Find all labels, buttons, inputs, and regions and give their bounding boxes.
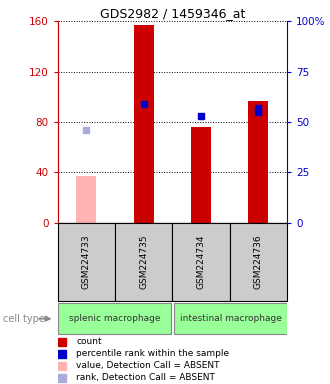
Bar xyxy=(76,176,96,223)
Bar xyxy=(115,223,173,301)
Bar xyxy=(58,223,115,301)
Text: GSM224733: GSM224733 xyxy=(82,235,91,290)
Text: GSM224735: GSM224735 xyxy=(139,235,148,290)
Bar xyxy=(191,127,211,223)
Text: cell type: cell type xyxy=(3,314,45,324)
Bar xyxy=(173,223,230,301)
Text: value, Detection Call = ABSENT: value, Detection Call = ABSENT xyxy=(76,361,219,370)
Text: intestinal macrophage: intestinal macrophage xyxy=(180,314,281,323)
Text: splenic macrophage: splenic macrophage xyxy=(69,314,160,323)
Bar xyxy=(174,303,287,334)
Bar xyxy=(134,25,154,223)
Text: GSM224734: GSM224734 xyxy=(197,235,206,289)
Bar xyxy=(248,101,269,223)
Title: GDS2982 / 1459346_at: GDS2982 / 1459346_at xyxy=(100,7,245,20)
Text: percentile rank within the sample: percentile rank within the sample xyxy=(76,349,229,358)
Text: count: count xyxy=(76,337,102,346)
Bar xyxy=(58,303,171,334)
Text: rank, Detection Call = ABSENT: rank, Detection Call = ABSENT xyxy=(76,373,215,382)
Text: GSM224736: GSM224736 xyxy=(254,235,263,290)
Bar xyxy=(230,223,287,301)
